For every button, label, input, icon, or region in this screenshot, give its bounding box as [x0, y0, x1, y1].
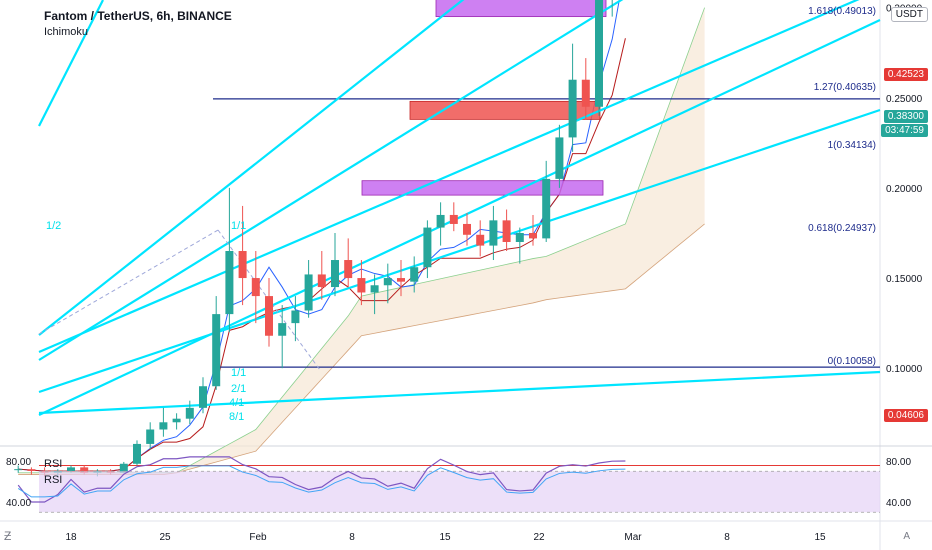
chart-title[interactable]: Fantom / TetherUS, 6h, BINANCE	[44, 9, 232, 23]
countdown-label: 03:47:59	[881, 124, 928, 137]
candle	[251, 278, 260, 297]
right-price-scale[interactable]	[880, 0, 932, 550]
fan-line-4-1	[38, 108, 881, 394]
candle	[489, 220, 498, 246]
indicator-label[interactable]: Ichimoku	[44, 26, 89, 38]
last-price-label: 0.38300	[883, 110, 928, 123]
gann-label: 4/1	[229, 397, 245, 409]
candle	[14, 469, 23, 471]
high-price-label: 0.42523	[883, 68, 928, 81]
candle	[515, 232, 524, 242]
horizontal-levels	[39, 98, 880, 466]
candle	[238, 251, 247, 279]
candle	[119, 463, 128, 473]
candle	[304, 274, 313, 311]
time-tick-label: 22	[533, 532, 545, 543]
gann-label: 8/1	[229, 411, 245, 423]
candle	[568, 79, 577, 138]
candle	[502, 220, 511, 242]
candle	[159, 422, 168, 430]
candle	[370, 285, 379, 293]
rsi-label[interactable]: RSI	[44, 458, 63, 470]
fib-label-0: 0(0.10058)	[827, 356, 876, 367]
candle	[291, 310, 300, 324]
fan-line-steep	[38, 0, 104, 127]
purple-zone-1	[435, 0, 607, 18]
low-price-label: 0.04606	[883, 409, 928, 422]
gann-label: 1/1	[231, 367, 247, 379]
price-tick-label: 0.20000	[886, 184, 923, 195]
fib-label-0618: 0.618(0.24937)	[808, 223, 876, 234]
gann-label: 1/1	[231, 220, 247, 232]
time-tick-label: 25	[159, 532, 171, 543]
gann-label: 1/2	[46, 220, 62, 232]
candle	[344, 260, 353, 279]
candle	[278, 323, 287, 336]
price-tick-label: 0.10000	[886, 364, 923, 375]
candles	[14, 0, 613, 477]
rsi-tick-label: 80.00	[886, 457, 911, 468]
fan-line-8-1	[38, 19, 881, 416]
candle	[555, 137, 564, 179]
rsi-tick-label: 40.00	[6, 498, 31, 509]
candle	[542, 178, 551, 239]
price-tick-label: 0.15000	[886, 274, 923, 285]
rsi-tick-label: 80.00	[6, 457, 31, 468]
rsi-line	[17, 456, 626, 503]
x-axis-ticks: 18 25 Feb 8 15 22 Mar 8 15	[65, 532, 826, 543]
trend-lines	[38, 0, 881, 416]
candle	[595, 0, 603, 107]
price-tick-label: 0.25000	[886, 94, 923, 105]
candle	[265, 296, 273, 336]
candle	[449, 214, 458, 224]
fan-line-1-1	[38, 0, 624, 361]
fib-label-127: 1.27(0.40635)	[813, 82, 876, 93]
candle	[172, 418, 181, 423]
candle	[463, 223, 471, 235]
rsi-tick-label: 40.00	[886, 498, 911, 509]
candle	[436, 214, 445, 228]
candle	[133, 443, 141, 464]
time-tick-label: Mar	[624, 532, 642, 543]
candle	[67, 467, 75, 471]
candle	[331, 260, 339, 288]
fan-line-low	[38, 370, 881, 415]
rsi-label-2[interactable]: RSI	[44, 474, 63, 486]
time-tick-label: 8	[349, 532, 355, 543]
fan-line-2-1	[38, 0, 860, 354]
candle	[529, 232, 537, 239]
fan-line-1-2	[38, 0, 465, 336]
purple-zone-2	[361, 180, 604, 196]
auto-scale-button[interactable]: A	[903, 531, 910, 542]
candle	[383, 278, 392, 286]
candle	[423, 227, 432, 268]
candle	[397, 278, 405, 282]
candle	[212, 314, 221, 387]
time-tick-label: 15	[814, 532, 826, 543]
candle	[185, 407, 194, 419]
candle	[476, 234, 485, 246]
candle	[27, 469, 36, 471]
candle	[357, 278, 366, 293]
fib-label-1: 1(0.34134)	[827, 140, 876, 151]
rsi-pane	[17, 456, 880, 513]
candle	[225, 251, 234, 315]
tradingview-logo-icon[interactable]: Ƶ	[4, 529, 12, 543]
candle	[146, 429, 155, 444]
time-tick-label: 18	[65, 532, 77, 543]
candle	[317, 274, 326, 288]
candle	[410, 267, 419, 282]
gann-label: 2/1	[231, 383, 247, 395]
currency-badge[interactable]: USDT	[890, 7, 928, 22]
candle	[581, 79, 590, 107]
rsi-band	[39, 471, 880, 513]
rsi-signal-line	[17, 465, 626, 498]
candle	[80, 467, 89, 473]
candle	[199, 386, 207, 408]
time-tick-label: 15	[439, 532, 451, 543]
time-tick-label: 8	[724, 532, 730, 543]
time-tick-label: Feb	[249, 532, 267, 543]
fib-label-1618: 1.618(0.49013)	[808, 6, 876, 17]
